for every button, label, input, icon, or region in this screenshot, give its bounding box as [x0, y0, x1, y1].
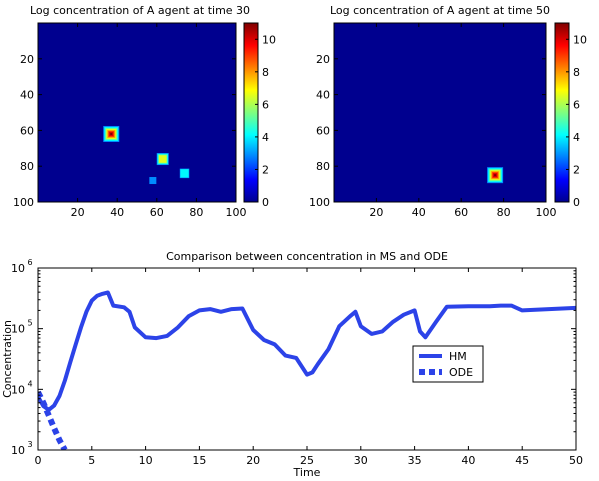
heatmap-frame: [333, 22, 547, 203]
heatmap-hotspot-cell: [149, 177, 157, 185]
colorbar-tick-label: 0: [262, 196, 269, 209]
legend-label-hm: HM: [449, 350, 467, 363]
heatmap-x-tick-label: 100: [226, 206, 247, 219]
legend: HM ODE: [412, 345, 484, 383]
heatmap-hotspot-cell: [110, 132, 113, 135]
heatmap-hotspots: [103, 125, 190, 185]
y-tick-label-exponent: 5: [27, 319, 32, 328]
heatmap-y-tick-label: 80: [316, 160, 330, 173]
x-tick-label: 50: [569, 454, 583, 467]
heatmap-y-tick-label: 20: [316, 53, 330, 66]
heatmap-x-tick-label: 80: [189, 206, 203, 219]
y-tick-label-base: 10: [11, 262, 25, 275]
heatmap-y-tick-label: 20: [20, 53, 34, 66]
x-axis-label: Time: [293, 466, 321, 479]
heatmap-frame: [37, 22, 237, 203]
x-tick-label: 0: [35, 454, 42, 467]
heatmap-background: [334, 23, 546, 202]
x-tick-label: 30: [354, 454, 368, 467]
x-tick-label: 35: [408, 454, 422, 467]
heatmap-panel-time-50: Log concentration of A agent at time 50 …: [309, 4, 587, 219]
colorbar: [554, 22, 570, 203]
colorbar-tick-label: 2: [262, 163, 269, 176]
x-tick-label: 5: [88, 454, 95, 467]
y-tick-label-base: 10: [11, 323, 25, 336]
heatmap-y-tick-label: 60: [20, 124, 34, 137]
colorbar-ticks: 0 2 4 6 8 10: [255, 33, 276, 209]
heatmap-background: [38, 23, 236, 202]
x-tick-label: 25: [300, 454, 314, 467]
y-tick-label-base: 10: [11, 444, 25, 457]
colorbar-tick-label: 10: [573, 33, 587, 46]
heatmap-y-axis: 20 40 60 80 100: [13, 53, 236, 209]
heatmap-x-tick-label: 40: [412, 206, 426, 219]
line-chart-title: Comparison between concentration in MS a…: [166, 250, 448, 263]
y-tick-label-exponent: 6: [27, 258, 32, 267]
line-chart-series: [38, 290, 576, 450]
x-tick-label: 10: [139, 454, 153, 467]
heatmap-y-tick-label: 100: [13, 196, 34, 209]
y-tick-label-base: 10: [11, 383, 25, 396]
line-chart-plot-area: [38, 268, 576, 450]
series-line-ode: [38, 390, 68, 450]
heatmap-x-tick-label: 40: [110, 206, 124, 219]
heatmap-x-tick-label: 100: [536, 206, 557, 219]
legend-box: [412, 345, 484, 383]
colorbar-tick-label: 4: [573, 131, 580, 144]
series-line-hm: [38, 290, 576, 412]
heatmap-title: Log concentration of A agent at time 30: [30, 4, 250, 17]
heatmap-hotspot-cell: [494, 174, 497, 177]
heatmap-hotspots: [487, 167, 504, 184]
heatmap-x-tick-label: 20: [71, 206, 85, 219]
heatmap-x-tick-label: 60: [454, 206, 468, 219]
heatmap-y-tick-label: 40: [316, 89, 330, 102]
colorbar-tick-label: 4: [262, 131, 269, 144]
colorbar: [243, 22, 259, 203]
heatmap-panel-time-30: Log concentration of A agent at time 30 …: [13, 4, 276, 219]
colorbar-tick-label: 10: [262, 33, 276, 46]
colorbar-ticks: 0 2 4 6 8 10: [566, 33, 587, 209]
colorbar-tick-label: 8: [573, 66, 580, 79]
heatmap-y-tick-label: 100: [309, 196, 330, 209]
heatmap-y-axis: 20 40 60 80 100: [309, 53, 546, 209]
heatmap-y-tick-label: 40: [20, 89, 34, 102]
colorbar-tick-label: 6: [262, 98, 269, 111]
colorbar-tick-label: 8: [262, 66, 269, 79]
heatmap-x-tick-label: 60: [150, 206, 164, 219]
comparison-line-chart: Comparison between concentration in MS a…: [1, 250, 583, 479]
colorbar-tick-label: 6: [573, 98, 580, 111]
x-tick-label: 15: [192, 454, 206, 467]
heatmap-x-axis: 20 40 60 80 100: [71, 23, 247, 219]
line-chart-x-axis: 0 5 10 15 20 25 30 35 40 45 50: [35, 268, 583, 467]
heatmap-hotspot-cell: [180, 169, 189, 178]
heatmap-title: Log concentration of A agent at time 50: [330, 4, 550, 17]
colorbar-tick-label: 0: [573, 196, 580, 209]
heatmap-x-tick-label: 20: [369, 206, 383, 219]
heatmap-x-axis: 20 40 60 80 100: [369, 23, 557, 219]
heatmap-x-tick-label: 80: [497, 206, 511, 219]
colorbar-tick-label: 2: [573, 163, 580, 176]
x-tick-label: 20: [246, 454, 260, 467]
x-tick-label: 40: [461, 454, 475, 467]
y-tick-label-exponent: 3: [27, 440, 32, 449]
heatmap-hotspot-cell: [158, 155, 167, 163]
x-tick-label: 45: [515, 454, 529, 467]
y-tick-label-exponent: 4: [27, 379, 32, 388]
y-axis-label: Concentration: [1, 320, 14, 398]
heatmap-y-tick-label: 60: [316, 124, 330, 137]
heatmap-y-tick-label: 80: [20, 160, 34, 173]
legend-label-ode: ODE: [449, 366, 473, 379]
